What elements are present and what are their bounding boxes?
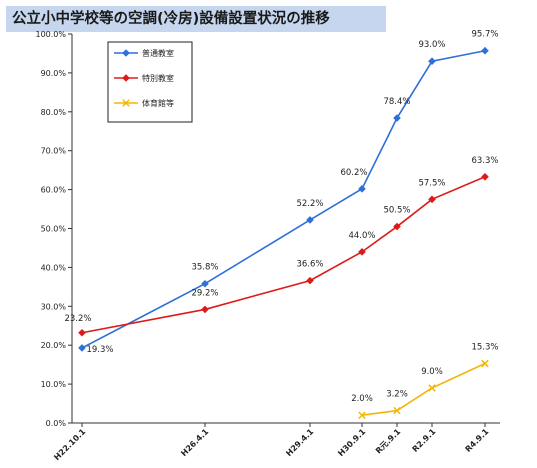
data-point [358, 411, 366, 419]
legend-label: 普通教室 [142, 48, 174, 58]
data-label: 9.0% [421, 367, 443, 377]
data-point [78, 344, 86, 352]
data-point [481, 359, 489, 368]
x-tick-label: R元.9.1 [374, 427, 403, 456]
data-label: 93.0% [418, 40, 445, 50]
x-tick-label: H29.4.1 [284, 427, 315, 458]
series-line [361, 362, 486, 417]
data-point [122, 49, 130, 57]
data-point [306, 216, 314, 224]
data-point [393, 114, 401, 122]
y-tick-label: 30.0% [41, 302, 67, 311]
data-label: 95.7% [471, 30, 498, 40]
y-tick-label: 90.0% [41, 69, 67, 78]
data-point [201, 279, 209, 288]
data-point [428, 384, 436, 392]
data-point [393, 406, 401, 415]
legend-label: 体育館等 [142, 98, 174, 108]
data-point [428, 195, 436, 204]
data-label: 50.5% [383, 206, 410, 216]
data-point-stroke [428, 384, 436, 392]
data-point [428, 57, 436, 66]
x-tick-label: R4.9.1 [464, 427, 491, 454]
data-point [481, 46, 489, 55]
y-tick-label: 0.0% [46, 419, 67, 428]
data-label: 35.8% [191, 263, 218, 273]
data-label: 36.6% [296, 260, 323, 270]
data-point-stroke [393, 406, 401, 415]
data-label: 60.2% [340, 168, 367, 178]
chart-title: 公立小中学校等の空調(冷房)設備設置状況の推移 [6, 6, 386, 32]
y-tick-label: 40.0% [41, 263, 67, 272]
x-tick-label: H26.4.1 [179, 427, 210, 458]
data-point [78, 328, 86, 337]
data-label: 2.0% [351, 394, 373, 404]
series-line [81, 176, 486, 334]
data-point [306, 276, 314, 285]
y-tick-label: 60.0% [41, 186, 67, 195]
data-label: 23.2% [64, 314, 91, 324]
data-label: 78.4% [383, 97, 410, 107]
data-point [122, 99, 130, 107]
data-point [201, 305, 209, 314]
y-tick-label: 70.0% [41, 147, 67, 156]
data-label: 29.2% [191, 288, 218, 298]
x-tick-label: H30.9.1 [336, 427, 367, 458]
data-point [358, 248, 366, 256]
y-tick-label: 10.0% [41, 380, 67, 389]
y-tick-label: 20.0% [41, 341, 67, 350]
data-point [122, 74, 130, 82]
y-tick-label: 50.0% [41, 225, 67, 234]
data-point-stroke [481, 359, 489, 368]
legend-label: 特別教室 [142, 73, 174, 83]
data-label: 15.3% [471, 342, 498, 352]
x-tick-label: H22.10.1 [52, 427, 87, 462]
x-tick-label: R2.9.1 [411, 427, 438, 454]
data-label: 63.3% [471, 156, 498, 166]
data-point [481, 172, 489, 181]
data-label: 52.2% [296, 199, 323, 209]
data-point-stroke [122, 99, 130, 107]
data-point-stroke [358, 411, 366, 419]
data-label: 44.0% [348, 231, 375, 241]
data-label: 19.3% [86, 345, 113, 355]
data-point [358, 185, 366, 193]
y-tick-label: 80.0% [41, 108, 67, 117]
data-point [393, 222, 401, 231]
data-label: 3.2% [386, 390, 408, 400]
legend-box [107, 41, 193, 123]
y-tick-label: 100.0% [35, 30, 66, 39]
data-label: 57.5% [418, 178, 445, 188]
